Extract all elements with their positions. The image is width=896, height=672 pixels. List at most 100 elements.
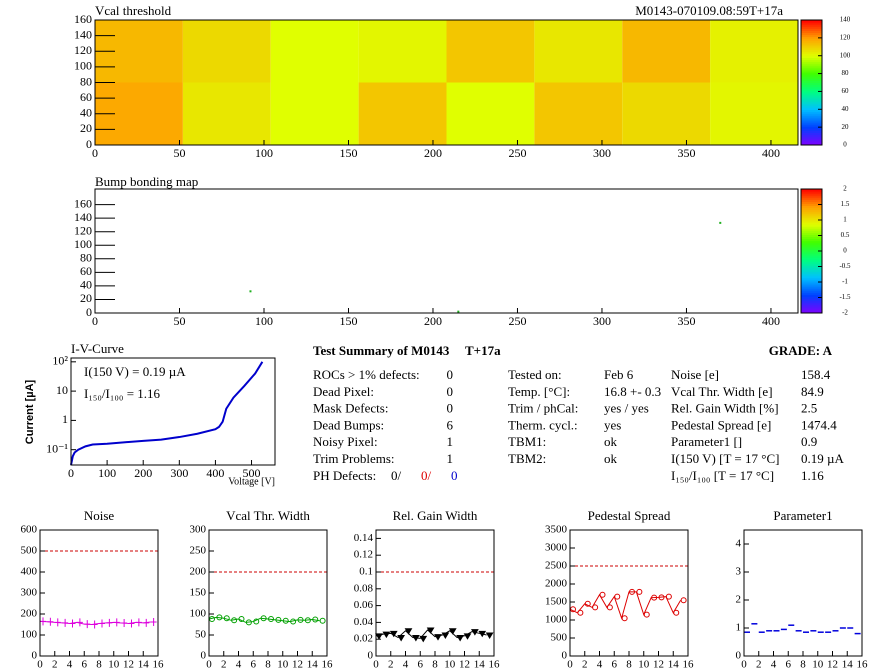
- y-tick-label: 3000: [545, 542, 568, 554]
- y-tick-label: 300: [190, 524, 207, 536]
- colorbar-swatch: [801, 34, 822, 38]
- chart-title: Pedestal Spread: [588, 508, 671, 523]
- colorbar-label: 100: [840, 51, 851, 59]
- heat-cell: [182, 20, 271, 83]
- colorbar-swatch: [801, 203, 822, 207]
- colorbar-swatch: [801, 53, 822, 56]
- x-tick-label: 0: [68, 466, 74, 480]
- y-tick-label: 4: [736, 538, 742, 550]
- marker: [231, 617, 238, 624]
- summary-value: 2.5: [801, 401, 817, 416]
- x-tick-label: 16: [489, 659, 501, 671]
- summary-label: Noisy Pixel:: [313, 434, 378, 449]
- marker: [636, 588, 643, 595]
- y-tick-label: 160: [74, 12, 92, 26]
- series-line: [70, 361, 264, 466]
- summary-value: 0: [451, 468, 458, 483]
- marker: [382, 631, 391, 639]
- heat-cell: [182, 82, 271, 145]
- y-tick-label: 160: [74, 196, 92, 210]
- colorbar-swatch: [801, 24, 822, 27]
- colorbar-swatch: [801, 30, 822, 33]
- marker: [47, 617, 54, 626]
- summary-label: I(150 V) [T = 17 °C]: [671, 451, 779, 466]
- colorbar-swatch: [801, 132, 822, 136]
- summary-label: Rel. Gain Width [%]: [671, 401, 779, 416]
- x-tick-label: 2: [221, 659, 227, 671]
- colorbar-swatch: [801, 82, 822, 86]
- heat-cell: [534, 20, 623, 83]
- marker: [629, 588, 635, 595]
- summary-value: 0/: [391, 468, 402, 483]
- colorbar-swatch: [801, 105, 822, 108]
- x-tick-label: 10: [444, 659, 456, 671]
- y-tick-label: 0.04: [354, 616, 374, 628]
- x-tick-label: 12: [653, 659, 664, 671]
- marker: [448, 628, 457, 635]
- summary-value: 1.16: [801, 468, 824, 483]
- colorbar-swatch: [801, 271, 822, 275]
- marker: [389, 630, 398, 638]
- heat-cell: [270, 82, 359, 145]
- colorbar-label: 0.5: [841, 231, 850, 239]
- summary-value: 1: [447, 434, 454, 449]
- colorbar-swatch: [801, 80, 822, 83]
- x-tick-label: 10: [812, 659, 824, 671]
- plot-frame: [94, 188, 799, 314]
- colorbar-label: 60: [842, 87, 850, 95]
- colorbar-frame: [800, 19, 823, 146]
- colorbar-swatch: [801, 244, 822, 248]
- plot-frame: [70, 357, 276, 466]
- colorbar-swatch: [801, 228, 822, 231]
- colorbar-swatch: [801, 277, 822, 281]
- summary-value: 1: [447, 451, 454, 466]
- y-tick-label: 3500: [545, 524, 568, 536]
- x-tick-label: 6: [82, 659, 88, 671]
- colorbar-swatch: [801, 76, 822, 79]
- marker: [599, 591, 606, 598]
- colorbar-label: 80: [842, 69, 850, 77]
- colorbar-swatch: [801, 306, 822, 310]
- colorbar-swatch: [801, 97, 822, 100]
- colorbar-swatch: [801, 253, 822, 256]
- colorbar-swatch: [801, 224, 822, 227]
- colorbar-label: 0: [843, 247, 847, 255]
- x-tick-label: 2: [388, 659, 394, 671]
- colorbar-swatch: [801, 40, 822, 44]
- colorbar-swatch: [801, 234, 822, 238]
- y-tick-label: 0.1: [359, 566, 373, 578]
- y-tick-label: 100: [74, 237, 92, 251]
- heat-cell: [534, 82, 623, 145]
- y-tick-label: 140: [74, 27, 92, 41]
- colorbar-swatch: [801, 22, 822, 25]
- summary-value: 6: [447, 417, 454, 432]
- colorbar-label: 20: [842, 123, 850, 131]
- colorbar-swatch: [801, 26, 822, 29]
- colorbar-swatch: [801, 269, 822, 273]
- x-tick-label: 16: [322, 659, 334, 671]
- y-tick-label: 0: [736, 650, 742, 662]
- marker: [253, 618, 260, 625]
- x-tick-label: 14: [474, 659, 486, 671]
- colorbar-swatch: [801, 126, 822, 129]
- summary-value: 0.19 µA: [801, 451, 844, 466]
- marker: [238, 616, 245, 623]
- x-tick-label: 100: [255, 146, 273, 160]
- colorbar-swatch: [801, 86, 822, 90]
- summary-label: Parameter1 []: [671, 434, 742, 449]
- x-tick-label: 150: [339, 314, 357, 328]
- colorbar-swatch: [801, 55, 822, 58]
- x-tick-label: 2: [756, 659, 762, 671]
- marker: [614, 593, 621, 600]
- colorbar-swatch: [801, 111, 822, 115]
- heat-cell: [710, 20, 798, 83]
- colorbar-swatch: [801, 282, 822, 285]
- summary-label: I₁₅₀/I₁₀₀ [T = 17 °C]: [671, 468, 774, 483]
- marker: [121, 619, 128, 628]
- summary-value: 0: [447, 401, 454, 416]
- colorbar-swatch: [801, 242, 822, 246]
- colorbar-swatch: [801, 193, 822, 196]
- marker: [312, 616, 319, 623]
- colorbar-label: 2: [843, 185, 847, 193]
